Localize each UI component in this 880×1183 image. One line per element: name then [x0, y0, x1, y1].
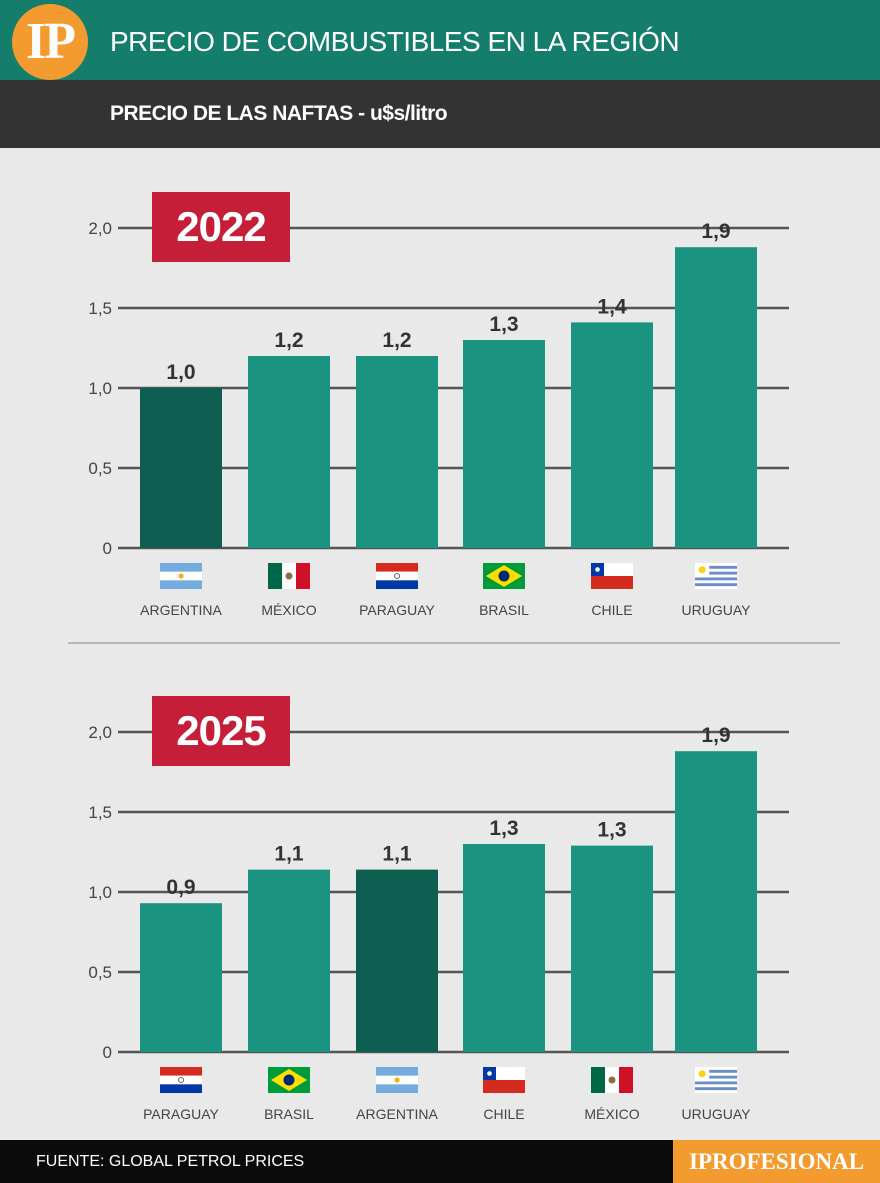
country-label-mexico: MÉXICO [261, 602, 316, 618]
bar-mexico [248, 356, 330, 548]
value-label-argentina: 1,1 [382, 843, 412, 866]
country-label-mexico: MÉXICO [584, 1106, 639, 1122]
flag-uruguay-icon [695, 1067, 737, 1093]
value-label-brasil: 1,3 [489, 313, 518, 336]
country-label-chile: CHILE [591, 602, 632, 618]
bar-argentina [140, 388, 222, 548]
y-tick-label: 0,5 [88, 459, 112, 478]
chart-divider [68, 642, 840, 644]
flag-chile-icon [483, 1067, 525, 1093]
flag-brasil-icon [483, 563, 525, 589]
bar-brasil [248, 869, 330, 1052]
flag-mexico-icon [591, 1067, 633, 1093]
title-bar [0, 0, 880, 80]
y-tick-label: 2,0 [88, 219, 112, 238]
value-label-paraguay: 1,2 [382, 329, 411, 352]
bar-paraguay [356, 356, 438, 548]
value-label-uruguay: 1,9 [701, 724, 730, 747]
country-label-chile: CHILE [483, 1106, 524, 1122]
flag-uruguay-icon [695, 563, 737, 589]
y-tick-label: 1,5 [88, 803, 112, 822]
country-label-paraguay: PARAGUAY [143, 1106, 219, 1122]
y-tick-label: 1,0 [88, 379, 112, 398]
value-label-mexico: 1,2 [274, 329, 303, 352]
value-label-argentina: 1,0 [166, 361, 195, 384]
y-tick-label: 1,5 [88, 299, 112, 318]
year-badge-2025: 2025 [152, 696, 290, 766]
y-tick-label: 1,0 [88, 883, 112, 902]
flag-argentina-icon [376, 1067, 418, 1093]
country-label-uruguay: URUGUAY [682, 1106, 752, 1122]
flag-mexico-icon [268, 563, 310, 589]
chart-2022-svg: 0 0,5 1,0 1,5 2,0 1,0 ARGENTINA 1,2 MÉXICO 1,2 PAR… [88, 219, 789, 618]
value-label-paraguay: 0,9 [166, 876, 195, 899]
bar-uruguay [675, 247, 757, 548]
bar-chile [571, 322, 653, 548]
flag-argentina-icon [160, 563, 202, 589]
value-label-chile: 1,3 [489, 817, 518, 840]
y-tick-label: 0,5 [88, 963, 112, 982]
flag-paraguay-icon [376, 563, 418, 589]
brand-logo: IPROFESIONAL [673, 1140, 880, 1183]
bar-mexico [571, 845, 653, 1052]
chart-2022: 0 0,5 1,0 1,5 2,0 1,0 ARGENTINA 1,2 MÉXICO 1,2 PAR… [0, 148, 880, 638]
value-label-mexico: 1,3 [597, 819, 626, 842]
y-tick-label: 0 [103, 539, 112, 558]
country-label-brasil: BRASIL [264, 1106, 314, 1122]
page-title: PRECIO DE COMBUSTIBLES EN LA REGIÓN [110, 26, 680, 57]
ip-logo: IP [12, 4, 88, 80]
source-note: FUENTE: GLOBAL PETROL PRICES [36, 1153, 305, 1170]
flag-paraguay-icon [160, 1067, 202, 1093]
chart-subtitle: PRECIO DE LAS NAFTAS - u$s/litro [110, 102, 448, 125]
chart-2025: 0 0,5 1,0 1,5 2,0 0,9 PARAGUAY 1,1 BRASIL 1,1 ARGE… [0, 652, 880, 1138]
country-label-brasil: BRASIL [479, 602, 529, 618]
value-label-chile: 1,4 [597, 295, 627, 318]
flag-brasil-icon [268, 1067, 310, 1093]
value-label-uruguay: 1,9 [701, 220, 730, 243]
subtitle-bar [0, 80, 880, 148]
bar-brasil [463, 340, 545, 548]
bar-chile [463, 844, 545, 1052]
country-label-argentina: ARGENTINA [356, 1106, 438, 1122]
bar-uruguay [675, 751, 757, 1052]
country-label-uruguay: URUGUAY [682, 602, 752, 618]
chart-2025-svg: 0 0,5 1,0 1,5 2,0 0,9 PARAGUAY 1,1 BRASIL 1,1 ARGE… [88, 723, 789, 1122]
bar-argentina [356, 869, 438, 1052]
flag-chile-icon [591, 563, 633, 589]
y-tick-label: 0 [103, 1043, 112, 1062]
year-badge-2022: 2022 [152, 192, 290, 262]
bar-paraguay [140, 903, 222, 1052]
y-tick-label: 2,0 [88, 723, 112, 742]
country-label-paraguay: PARAGUAY [359, 602, 435, 618]
country-label-argentina: ARGENTINA [140, 602, 222, 618]
value-label-brasil: 1,1 [274, 843, 304, 866]
